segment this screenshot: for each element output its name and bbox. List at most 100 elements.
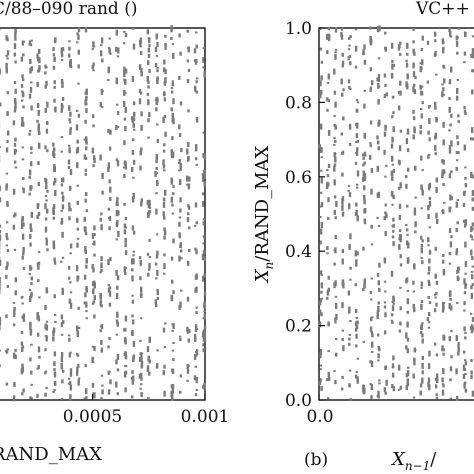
data-point [186, 217, 190, 223]
data-point [123, 202, 126, 206]
data-point [421, 377, 424, 384]
data-point [178, 33, 181, 38]
panel-a: C/88–090 rand () 0.0005 0.001 RAND_MAX [0, 0, 229, 465]
data-point [60, 108, 64, 110]
data-point [92, 155, 96, 161]
data-point [333, 137, 336, 140]
data-point [341, 92, 344, 97]
data-point [21, 345, 25, 349]
data-point [6, 111, 9, 117]
data-point [155, 172, 158, 175]
data-point [52, 244, 56, 250]
data-point [187, 204, 190, 208]
data-point [420, 303, 423, 310]
data-point [0, 224, 2, 228]
panel-b-letter: (b) [304, 450, 328, 470]
data-point [420, 324, 423, 331]
data-point [116, 392, 119, 396]
data-point [187, 183, 191, 190]
data-point [99, 293, 102, 300]
data-point [320, 386, 323, 391]
data-point [427, 214, 430, 219]
data-point [124, 161, 127, 166]
data-point [369, 326, 373, 332]
data-point [471, 326, 474, 331]
data-point [163, 169, 166, 172]
data-point [172, 52, 175, 59]
data-point [30, 370, 33, 375]
data-point [193, 59, 197, 63]
data-point [178, 75, 181, 80]
data-point [5, 54, 8, 57]
data-point [68, 202, 71, 206]
data-point [405, 175, 408, 179]
data-point [148, 238, 151, 242]
data-point [75, 370, 79, 376]
data-point [123, 117, 127, 121]
data-point [390, 72, 394, 76]
data-point [92, 41, 95, 48]
data-point [132, 159, 136, 165]
data-point [60, 54, 64, 58]
data-point [68, 144, 71, 147]
data-point [399, 52, 402, 56]
data-point [391, 63, 394, 70]
data-point [456, 51, 459, 55]
data-point [449, 123, 452, 127]
data-point [5, 221, 9, 224]
data-point [399, 90, 402, 96]
data-point [29, 67, 32, 74]
data-point [156, 66, 159, 69]
data-point [6, 249, 10, 252]
data-point [99, 300, 102, 307]
data-point [146, 346, 150, 353]
data-point [45, 199, 48, 202]
data-point [45, 237, 48, 240]
data-point [6, 261, 9, 267]
data-point [399, 385, 403, 390]
data-point [12, 214, 16, 218]
data-point [171, 330, 174, 332]
data-point [326, 296, 329, 300]
data-point [470, 236, 473, 238]
panel-b-x-axis-text: / [430, 449, 437, 470]
data-point [320, 297, 323, 300]
data-point [399, 80, 402, 86]
data-point [69, 373, 73, 377]
data-point [455, 335, 458, 342]
data-point [203, 181, 206, 187]
data-point [83, 274, 87, 280]
data-point [116, 275, 120, 281]
data-point [427, 207, 430, 210]
data-point [148, 206, 152, 209]
data-point [170, 384, 174, 389]
data-point [342, 88, 345, 92]
data-point [391, 163, 394, 166]
data-point [0, 316, 2, 321]
data-point [68, 118, 71, 122]
data-point [76, 139, 79, 144]
data-point [20, 90, 24, 93]
data-point [354, 283, 357, 287]
data-point [462, 202, 466, 207]
data-point [84, 198, 87, 203]
data-point [334, 216, 337, 220]
data-point [29, 357, 32, 362]
data-point [469, 234, 473, 238]
data-point [62, 320, 65, 325]
data-point [464, 388, 468, 393]
data-point [384, 365, 387, 370]
data-point [420, 281, 423, 287]
data-point [178, 221, 181, 227]
data-point [421, 239, 424, 243]
data-point [172, 238, 175, 244]
data-point [412, 396, 416, 399]
data-point [53, 257, 56, 262]
data-point [170, 107, 173, 112]
data-point [179, 163, 182, 167]
data-point [392, 302, 395, 305]
data-point [13, 110, 16, 113]
data-point [426, 80, 430, 84]
data-point [123, 101, 126, 107]
data-point [28, 192, 31, 196]
